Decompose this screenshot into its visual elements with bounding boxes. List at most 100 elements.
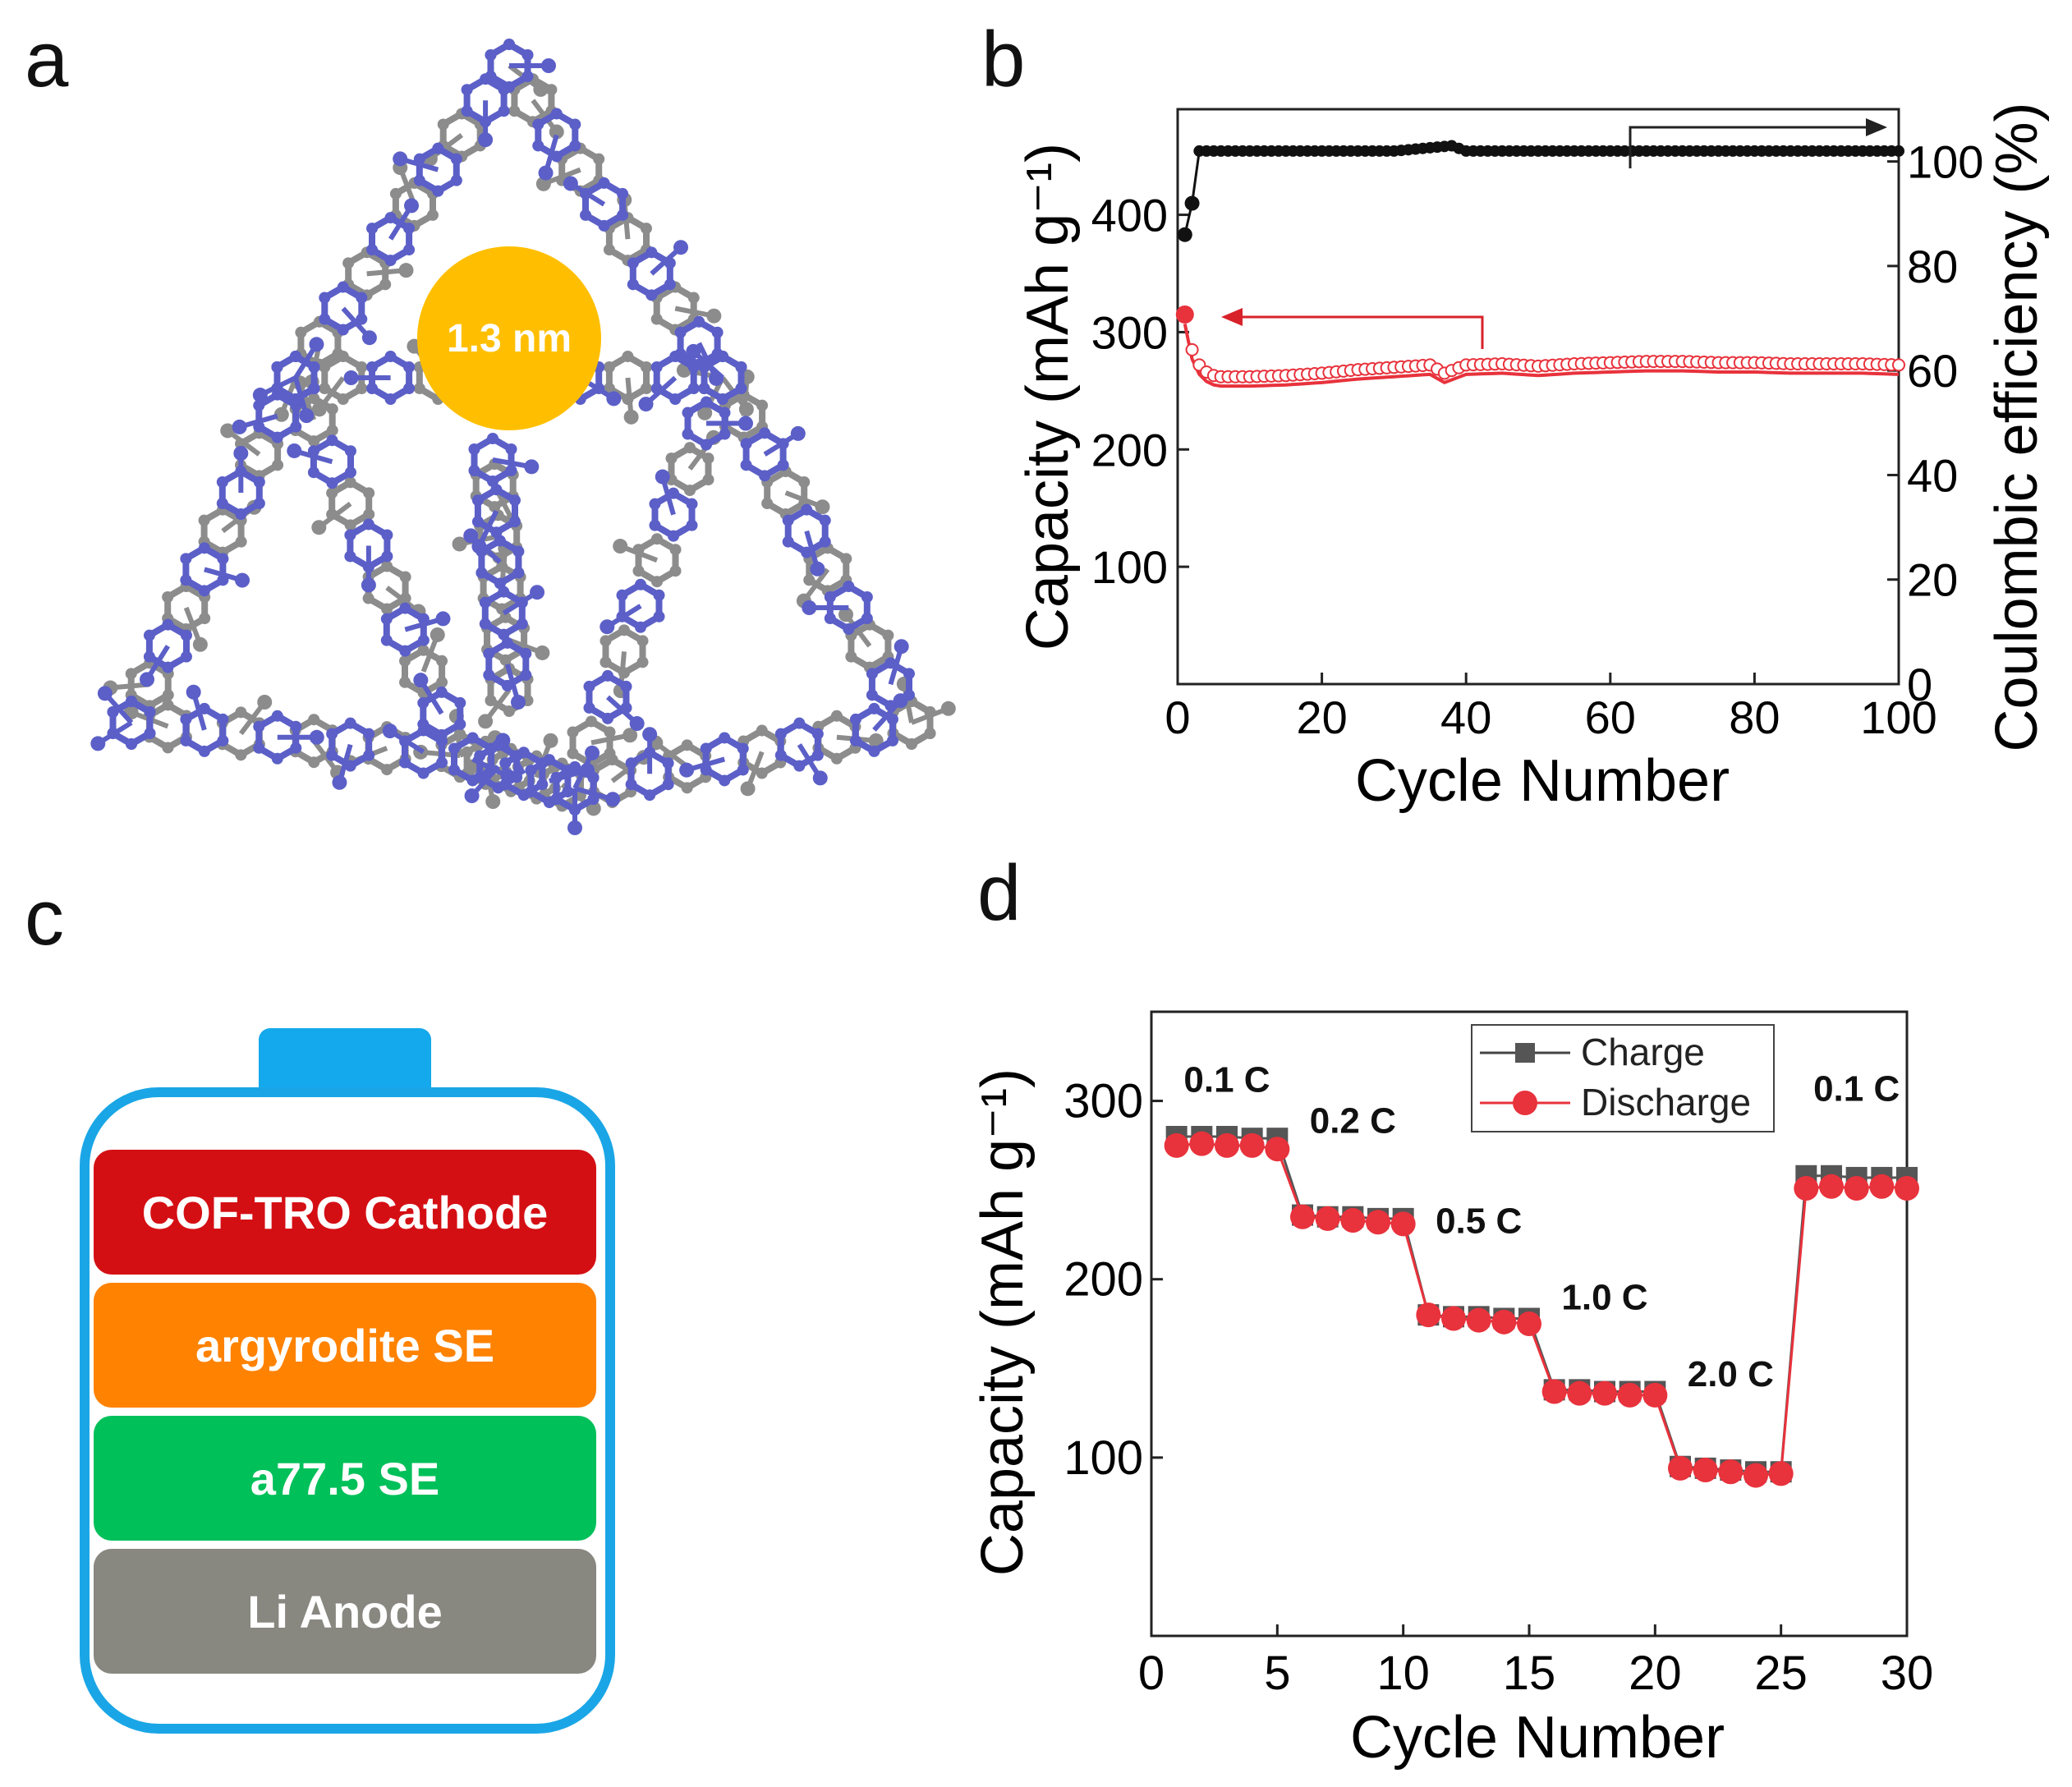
atom [143,629,155,641]
atom [517,746,530,759]
atom [452,536,467,552]
atom [319,292,331,304]
atom [793,717,806,729]
x-tick-label: 100 [1860,691,1936,743]
atom [569,140,581,152]
right-axis-arrow [1629,126,1872,168]
atom [337,393,349,405]
atom [632,565,645,577]
atom [886,734,898,746]
atom [812,770,828,786]
atom [126,738,137,750]
atom [220,423,236,439]
atom [363,728,375,740]
atom [399,676,411,688]
atom [600,619,615,635]
layer-argyrodite-se [94,1283,596,1408]
atom [505,465,517,476]
discharge-point [1794,1175,1819,1201]
atom [567,820,582,835]
atom [640,361,652,373]
atom [687,361,700,373]
atom [253,720,265,733]
battery-terminal [259,1028,431,1102]
atom [830,752,843,765]
atom [868,745,880,757]
atom [403,244,416,256]
atom [525,765,537,777]
atom [587,793,600,805]
atom [450,174,462,186]
chart-b-y2label: Coulombic efficiency (%) [1984,103,2050,752]
x-tick-label: 5 [1264,1647,1290,1700]
atom [356,361,368,373]
atom [186,684,201,700]
atom [144,706,156,718]
atom [403,383,416,394]
atom [417,644,430,656]
x-tick-label: 30 [1881,1647,1934,1700]
legend-charge-marker [1515,1043,1535,1063]
atom [697,405,713,420]
x-tick-label: 20 [1629,1647,1682,1700]
atom [861,591,873,603]
atom [563,176,578,191]
atom [343,370,359,385]
atom [520,668,532,681]
atom [308,393,320,405]
atom [894,639,909,655]
legend-discharge-label: Discharge [1581,1081,1751,1123]
atom [662,757,674,769]
discharge-point [1315,1206,1340,1231]
atom [735,383,747,394]
atom [759,427,771,439]
atom [602,669,613,682]
atom [845,650,857,663]
atom [774,728,787,740]
atom [625,757,637,769]
atom [381,603,393,615]
atom [326,477,338,489]
y2-tick-label: 40 [1907,449,1958,501]
atom [326,425,338,437]
atom [684,442,696,454]
atom [399,756,411,769]
atom [811,728,824,740]
atom [361,577,376,593]
atom [756,724,768,737]
atom [448,764,461,776]
atom [664,278,676,291]
rate-label: 2.0 C [1688,1354,1774,1394]
chart-d-series [1164,1126,1919,1488]
cof-structure-diagram: 1.3 nm [90,39,956,835]
atom [326,434,338,447]
atom [756,399,769,411]
atom [687,383,700,394]
atom [761,498,774,509]
atom [508,105,521,117]
cycling-chart: 0 20 40 60 80 100 100 200 300 400 0 20 40 60 80 100 Cyc… [1015,103,2050,814]
atom [216,476,228,488]
atom [532,140,544,152]
capacity-line [1183,324,1900,388]
atom [893,693,908,709]
atom [645,289,658,301]
atom [756,767,768,779]
discharge-point [1592,1380,1617,1406]
layer-a775-se [94,1416,596,1541]
ring [651,489,696,540]
atom [616,589,628,601]
atom [403,223,416,235]
atom [636,656,649,668]
atom [698,383,710,394]
atom [801,503,813,516]
atom [511,695,526,710]
atom [681,782,693,794]
atom [463,528,479,544]
atom [474,771,486,783]
atom [490,484,503,496]
legend-discharge-marker [1513,1091,1537,1115]
atom [740,438,752,450]
atom [719,407,731,419]
atom [480,73,492,85]
